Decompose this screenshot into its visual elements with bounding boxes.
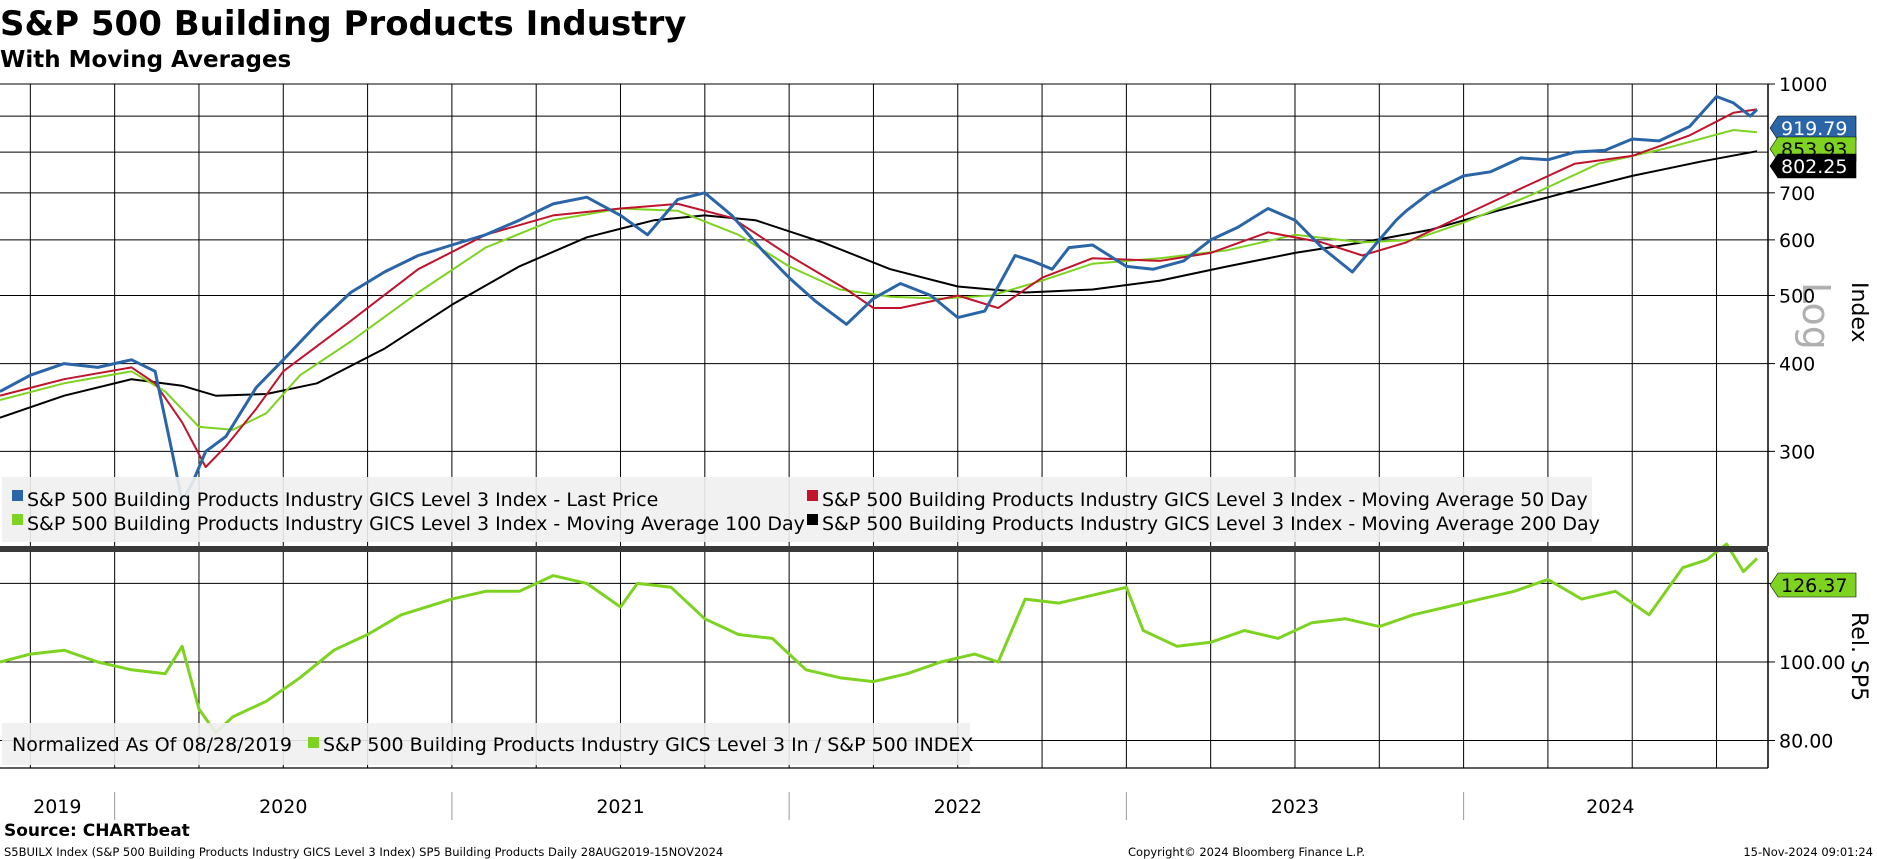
- legend-label-ma100: S&P 500 Building Products Industry GICS …: [27, 513, 805, 535]
- series-line: [0, 542, 1759, 735]
- x-year-label: 2024: [1586, 796, 1634, 818]
- bottom-legend-box: [2, 723, 970, 765]
- top-panel-series: [0, 95, 1759, 503]
- series-line: [0, 95, 1759, 503]
- chart-title: S&P 500 Building Products Industry: [0, 4, 686, 44]
- value-tag-label: 919.79: [1781, 118, 1847, 140]
- footer-left: S5BUILX Index (S&P 500 Building Products…: [4, 845, 723, 859]
- value-tag-label: 802.25: [1781, 156, 1847, 178]
- series-line: [0, 150, 1758, 419]
- top-panel-grid: [0, 83, 1768, 546]
- legend-swatch-relative: [308, 737, 319, 748]
- bottom-panel-series: [0, 542, 1759, 735]
- series-line: [0, 108, 1758, 468]
- x-year-label: 2020: [259, 796, 307, 818]
- footer-copyright: Copyright© 2024 Bloomberg Finance L.P.: [1128, 845, 1365, 859]
- x-axis: 2019 2020 2021 2022 2023 2024: [33, 792, 1634, 820]
- y-tick-label: 80.00: [1779, 731, 1833, 753]
- bottom-y-axis-title: Rel. SP5: [1846, 612, 1871, 701]
- chart-subtitle: With Moving Averages: [0, 47, 291, 73]
- y-tick-label: 500: [1779, 285, 1815, 307]
- value-tag-box: [1769, 572, 1857, 598]
- top-y-axis-title: Index: [1846, 282, 1871, 343]
- normalized-note: Normalized As Of 08/28/2019: [12, 734, 292, 756]
- x-year-label: 2023: [1271, 796, 1319, 818]
- footer-timestamp: 15-Nov-2024 09:01:24: [1743, 845, 1873, 859]
- y-tick-label: 700: [1779, 183, 1815, 205]
- legend-swatch-last-price: [12, 490, 23, 501]
- legend-label-ma200: S&P 500 Building Products Industry GICS …: [822, 513, 1600, 535]
- value-tag-box: [1769, 115, 1857, 141]
- x-year-label: 2022: [934, 796, 982, 818]
- legend-label-last-price: S&P 500 Building Products Industry GICS …: [27, 489, 658, 511]
- value-tag-box: [1769, 153, 1857, 179]
- y-tick-label: 1000: [1779, 74, 1827, 96]
- bottom-legend: Normalized As Of 08/28/2019 S&P 500 Buil…: [2, 723, 973, 765]
- top-legend-box: [2, 477, 1592, 542]
- x-year-label: 2019: [33, 796, 81, 818]
- y-tick-label: 300: [1779, 441, 1815, 463]
- panel-divider: [0, 546, 1768, 552]
- legend-label-ma50: S&P 500 Building Products Industry GICS …: [822, 489, 1588, 511]
- y-tick-label: 400: [1779, 354, 1815, 376]
- value-tag-label: 126.37: [1781, 575, 1847, 597]
- legend-swatch-ma200: [807, 514, 818, 525]
- log-scale-label: Log: [1794, 282, 1838, 350]
- top-legend: S&P 500 Building Products Industry GICS …: [2, 477, 1600, 542]
- source-label: Source: CHARTbeat: [4, 821, 190, 841]
- y-tick-label: 100.00: [1779, 652, 1845, 674]
- legend-label-relative: S&P 500 Building Products Industry GICS …: [323, 734, 973, 756]
- top-y-ticks: 1000 700 600 500 400 300: [1768, 74, 1827, 463]
- series-line: [0, 129, 1758, 431]
- y-tick-label: 600: [1779, 230, 1815, 252]
- legend-swatch-ma100: [12, 514, 23, 525]
- x-year-label: 2021: [596, 796, 644, 818]
- legend-swatch-ma50: [807, 490, 818, 501]
